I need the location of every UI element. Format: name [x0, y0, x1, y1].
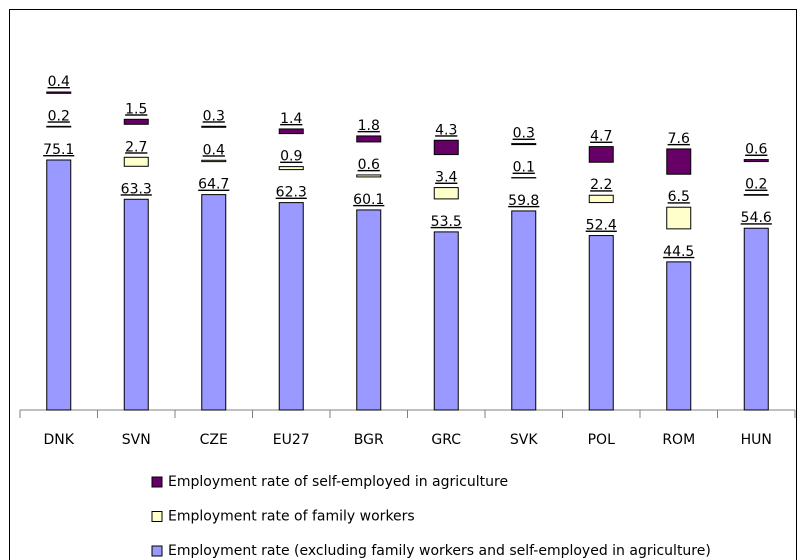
bar-segment [666, 261, 692, 411]
data-label: 53.5 [431, 214, 462, 230]
bar-segment [666, 206, 692, 230]
data-label: 0.6 [358, 157, 380, 173]
bar-segment [743, 194, 769, 196]
bar-segment [123, 118, 149, 125]
bar-segment [278, 202, 304, 411]
bar-segment [201, 159, 227, 163]
bar-segment [123, 156, 149, 167]
data-label: 0.4 [48, 74, 70, 90]
data-label: 0.2 [745, 177, 767, 193]
bar-segment [511, 210, 537, 411]
x-tick-label: DNK [44, 432, 75, 448]
x-tick-label: ROM [662, 432, 695, 448]
bar-segment [433, 231, 459, 411]
bar-segment [588, 146, 614, 163]
data-label: 0.4 [203, 142, 225, 158]
bar-segment [743, 159, 769, 163]
x-tick-label: POL [588, 432, 615, 448]
data-label: 2.7 [125, 139, 147, 155]
bar-segment [433, 139, 459, 156]
x-tick-label: BGR [354, 432, 384, 448]
bar-segment [433, 187, 459, 200]
bar-segment [588, 235, 614, 411]
chart-frame [9, 9, 797, 560]
data-label: 0.1 [513, 160, 535, 176]
bar-segment [511, 143, 537, 146]
data-label: 75.1 [43, 142, 74, 158]
legend-swatch [151, 545, 163, 557]
data-label: 0.2 [48, 108, 70, 124]
bar-segment [46, 91, 72, 94]
data-label: 52.4 [586, 218, 617, 234]
data-label: 0.3 [203, 108, 225, 124]
data-label: 0.6 [745, 142, 767, 158]
bar-segment [201, 125, 227, 128]
legend-swatch [151, 476, 163, 488]
data-label: 1.8 [358, 118, 380, 134]
data-label: 0.9 [280, 149, 302, 165]
x-tick-label: SVN [122, 432, 151, 448]
data-label: 59.8 [508, 193, 539, 209]
data-label: 0.3 [513, 126, 535, 142]
data-label: 3.4 [435, 170, 457, 186]
bar-segment [588, 194, 614, 204]
x-tick-label: GRC [431, 432, 461, 448]
bar-segment [46, 125, 72, 128]
data-label: 64.7 [198, 177, 229, 193]
bar-segment [356, 174, 382, 178]
bar-segment [278, 128, 304, 135]
data-label: 54.6 [741, 210, 772, 226]
legend-label: Employment rate of self-employed in agri… [168, 474, 508, 490]
data-label: 4.7 [590, 129, 612, 145]
data-label: 63.3 [121, 181, 152, 197]
bar-segment [356, 135, 382, 143]
x-tick-label: SVK [510, 432, 538, 448]
bar-segment [666, 148, 692, 175]
data-label: 7.6 [668, 131, 690, 147]
bar-segment [123, 198, 149, 411]
data-label: 4.3 [435, 122, 457, 138]
data-label: 62.3 [276, 185, 307, 201]
legend-label: Employment rate (excluding family worker… [168, 543, 711, 559]
data-label: 2.2 [590, 177, 612, 193]
data-label: 6.5 [668, 189, 690, 205]
bar-segment [278, 166, 304, 171]
legend-label: Employment rate of family workers [168, 509, 415, 525]
data-label: 60.1 [353, 192, 384, 208]
bar-segment [743, 227, 769, 411]
data-label: 1.5 [125, 101, 147, 117]
data-label: 44.5 [663, 244, 694, 260]
legend-swatch [151, 511, 163, 522]
data-label: 1.4 [280, 111, 302, 127]
x-tick-label: CZE [200, 432, 228, 448]
bar-segment [356, 209, 382, 411]
bar-segment [201, 194, 227, 411]
x-tick-label: EU27 [273, 432, 310, 448]
x-tick-label: HUN [741, 432, 772, 448]
bar-segment [46, 159, 72, 411]
